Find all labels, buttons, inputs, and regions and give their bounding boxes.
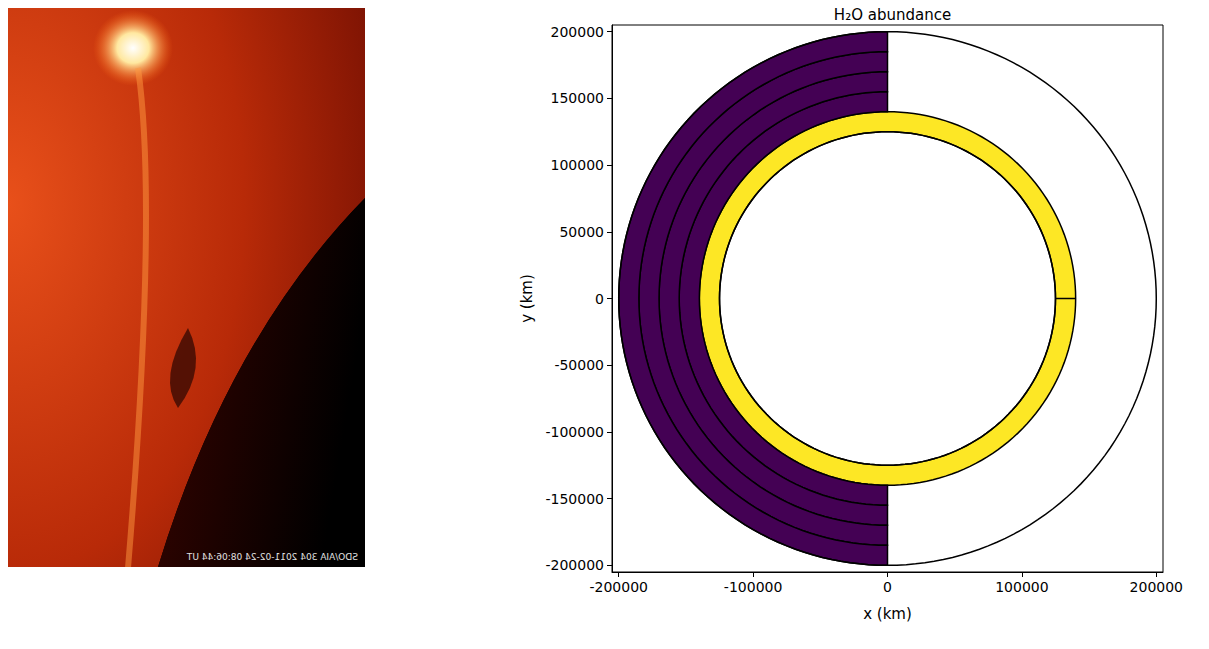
svg-text:50000: 50000: [559, 224, 604, 240]
svg-text:-200000: -200000: [546, 557, 605, 573]
svg-text:150000: 150000: [551, 90, 604, 106]
svg-text:-100000: -100000: [546, 424, 605, 440]
svg-text:-200000: -200000: [589, 579, 648, 595]
svg-text:0: 0: [883, 579, 892, 595]
svg-text:-100000: -100000: [724, 579, 783, 595]
svg-text:0: 0: [595, 291, 604, 307]
svg-text:y (km): y (km): [518, 274, 536, 323]
svg-text:200000: 200000: [1130, 579, 1183, 595]
svg-text:200000: 200000: [551, 24, 604, 40]
svg-text:100000: 100000: [551, 157, 604, 173]
svg-text:x (km): x (km): [863, 605, 912, 623]
svg-text:SDO/AIA 304 2011-02-24 08:06: SDO/AIA 304 2011-02-24 08:06:44 UT: [186, 552, 358, 562]
svg-text:100000: 100000: [995, 579, 1048, 595]
svg-text:-50000: -50000: [554, 357, 604, 373]
svg-text:H₂O abundance: H₂O abundance: [834, 6, 951, 24]
svg-text:-150000: -150000: [546, 491, 605, 507]
